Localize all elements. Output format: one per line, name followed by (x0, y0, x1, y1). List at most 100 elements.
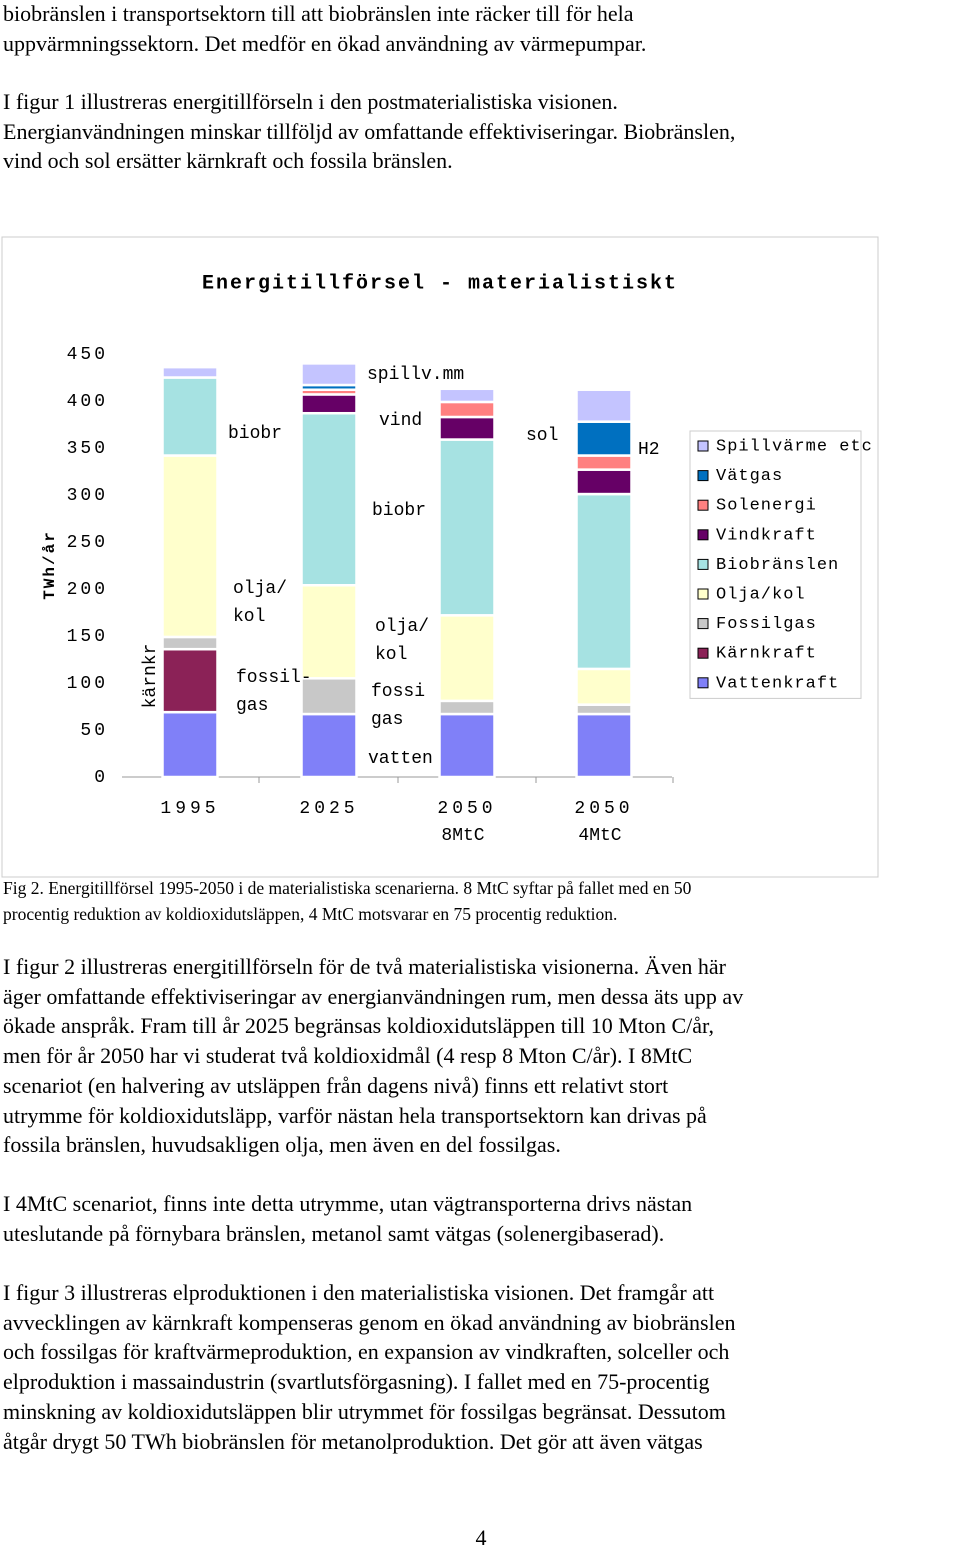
bar-segment (300, 583, 358, 680)
annotation: olja/ (375, 617, 429, 637)
text-line: utrymme för koldioxidutsläpp, varför näs… (3, 1102, 707, 1128)
legend-label: Vätgas (716, 467, 783, 486)
bar-segment (438, 712, 496, 779)
text-line: minskning av koldioxidutsläppen blir utr… (3, 1398, 726, 1424)
annotation: H2 (638, 440, 660, 460)
text-line: I figur 2 illustreras energitillförseln … (3, 954, 726, 979)
annotation: kol (233, 607, 265, 627)
chart-title: Energitillförsel - materialistiskt (202, 272, 678, 295)
legend-box (689, 430, 862, 699)
y-tick-label: 100 (67, 674, 108, 694)
bar-segment (438, 614, 496, 703)
bar-segment (161, 647, 219, 714)
annotation: biobr (372, 501, 426, 521)
bar-segment (575, 667, 633, 706)
y-tick-label: 350 (67, 439, 108, 459)
y-tick-label: 300 (67, 486, 108, 506)
bar-segment (575, 712, 633, 779)
text-line: och fossilgas för kraftvärmeproduktion, … (3, 1339, 730, 1365)
bar-segment (300, 393, 358, 415)
text-line: äger omfattande effektiviseringar av ene… (3, 983, 744, 1009)
legend-swatch (697, 529, 709, 541)
text-line: Energianvändningen minskar tillföljd av … (3, 118, 736, 144)
bar-segment (575, 454, 633, 471)
text-line: fossila bränslen, huvudsakligen olja, me… (3, 1132, 561, 1158)
bar-segment (575, 388, 633, 423)
text-line: elproduktion i massaindustrin (svartluts… (3, 1369, 710, 1395)
legend-label: Biobränslen (716, 556, 839, 575)
legend-label: Spillvärme etc (716, 437, 873, 456)
legend-swatch (697, 588, 709, 600)
annotation: kol (375, 645, 407, 665)
bar-segment (575, 468, 633, 496)
annotation: gas (371, 710, 403, 730)
legend-swatch (697, 470, 709, 482)
page-number: 4 (476, 1525, 487, 1550)
annotation: vind (379, 411, 422, 431)
annotation: fossil- (236, 668, 312, 688)
text-line: men för år 2050 har vi studerat två kold… (3, 1043, 693, 1069)
legend-swatch (697, 647, 709, 659)
legend-label: Fossilgas (716, 615, 817, 634)
y-tick-label: 250 (67, 533, 108, 553)
x-tick-label: 2050 (437, 799, 496, 819)
legend-swatch (697, 618, 709, 630)
bar-segment (575, 420, 633, 457)
text-line: I figur 3 illustreras elproduktionen i d… (3, 1280, 715, 1305)
bar-segment (438, 699, 496, 716)
legend-swatch (697, 558, 709, 570)
text-line: I figur 1 illustreras energitillförseln … (3, 89, 618, 114)
text-line: åtgår drygt 50 TWh biobränslen för metan… (3, 1428, 703, 1454)
bar-segment (161, 365, 219, 379)
bar-segment (161, 376, 219, 457)
bar-segment (438, 400, 496, 419)
annotation: olja/ (233, 579, 287, 599)
annotation: kärnkr (141, 644, 161, 709)
legend-label: Vindkraft (716, 526, 817, 545)
y-tick-label: 0 (94, 768, 108, 788)
annotation: gas (236, 696, 268, 716)
x-tick-label: 1995 (160, 799, 219, 819)
x-tick-sublabel: 4MtC (578, 826, 621, 846)
annotation: spillv.mm (367, 365, 464, 385)
legend-label: Solenergi (716, 497, 817, 516)
y-tick-label: 200 (67, 580, 108, 600)
text-line: uteslutande på förnybara bränslen, metan… (3, 1220, 665, 1246)
annotation: biobr (228, 424, 282, 444)
text-line: avvecklingen av kärnkraft kompenseras ge… (3, 1309, 736, 1335)
legend-label: Kärnkraft (716, 645, 817, 664)
bar-segment (438, 387, 496, 404)
text-line: ökade anspråk. Fram till år 2025 begräns… (3, 1013, 714, 1039)
bar-segment (300, 712, 358, 779)
annotation: fossi (371, 682, 425, 702)
legend-label: Olja/kol (716, 585, 806, 604)
bar-segment (300, 677, 358, 716)
legend-swatch (697, 677, 709, 689)
text-line: vind och sol ersätter kärnkraft och foss… (3, 148, 453, 174)
caption-line: procentig reduktion av koldioxidutsläppe… (3, 904, 618, 924)
legend-swatch (697, 499, 709, 511)
x-tick-label: 2025 (299, 799, 358, 819)
bar-segment (161, 454, 219, 639)
annotation: sol (526, 426, 558, 446)
bar-segment (575, 703, 633, 716)
text-line: biobränslen i transportsektorn till att … (3, 1, 634, 26)
bar-segment (161, 635, 219, 651)
bar-segment (575, 492, 633, 671)
bar-segment (300, 411, 358, 587)
caption-line: Fig 2. Energitillförsel 1995-2050 i de m… (3, 878, 692, 898)
legend-label: Vattenkraft (716, 674, 839, 693)
y-axis-label: TWh/år (41, 530, 59, 600)
y-tick-label: 450 (67, 345, 108, 365)
text-line: I 4MtC scenariot, finns inte detta utrym… (3, 1191, 693, 1216)
text-line: uppvärmningssektorn. Det medför en ökad … (3, 30, 647, 56)
text-line: scenariot (en halvering av utsläppen frå… (3, 1072, 669, 1098)
x-tick-label: 2050 (574, 799, 633, 819)
y-tick-label: 400 (67, 392, 108, 412)
bar-segment (438, 415, 496, 441)
bar-segment (161, 710, 219, 779)
bar-segment (438, 438, 496, 617)
y-tick-label: 150 (67, 627, 108, 647)
